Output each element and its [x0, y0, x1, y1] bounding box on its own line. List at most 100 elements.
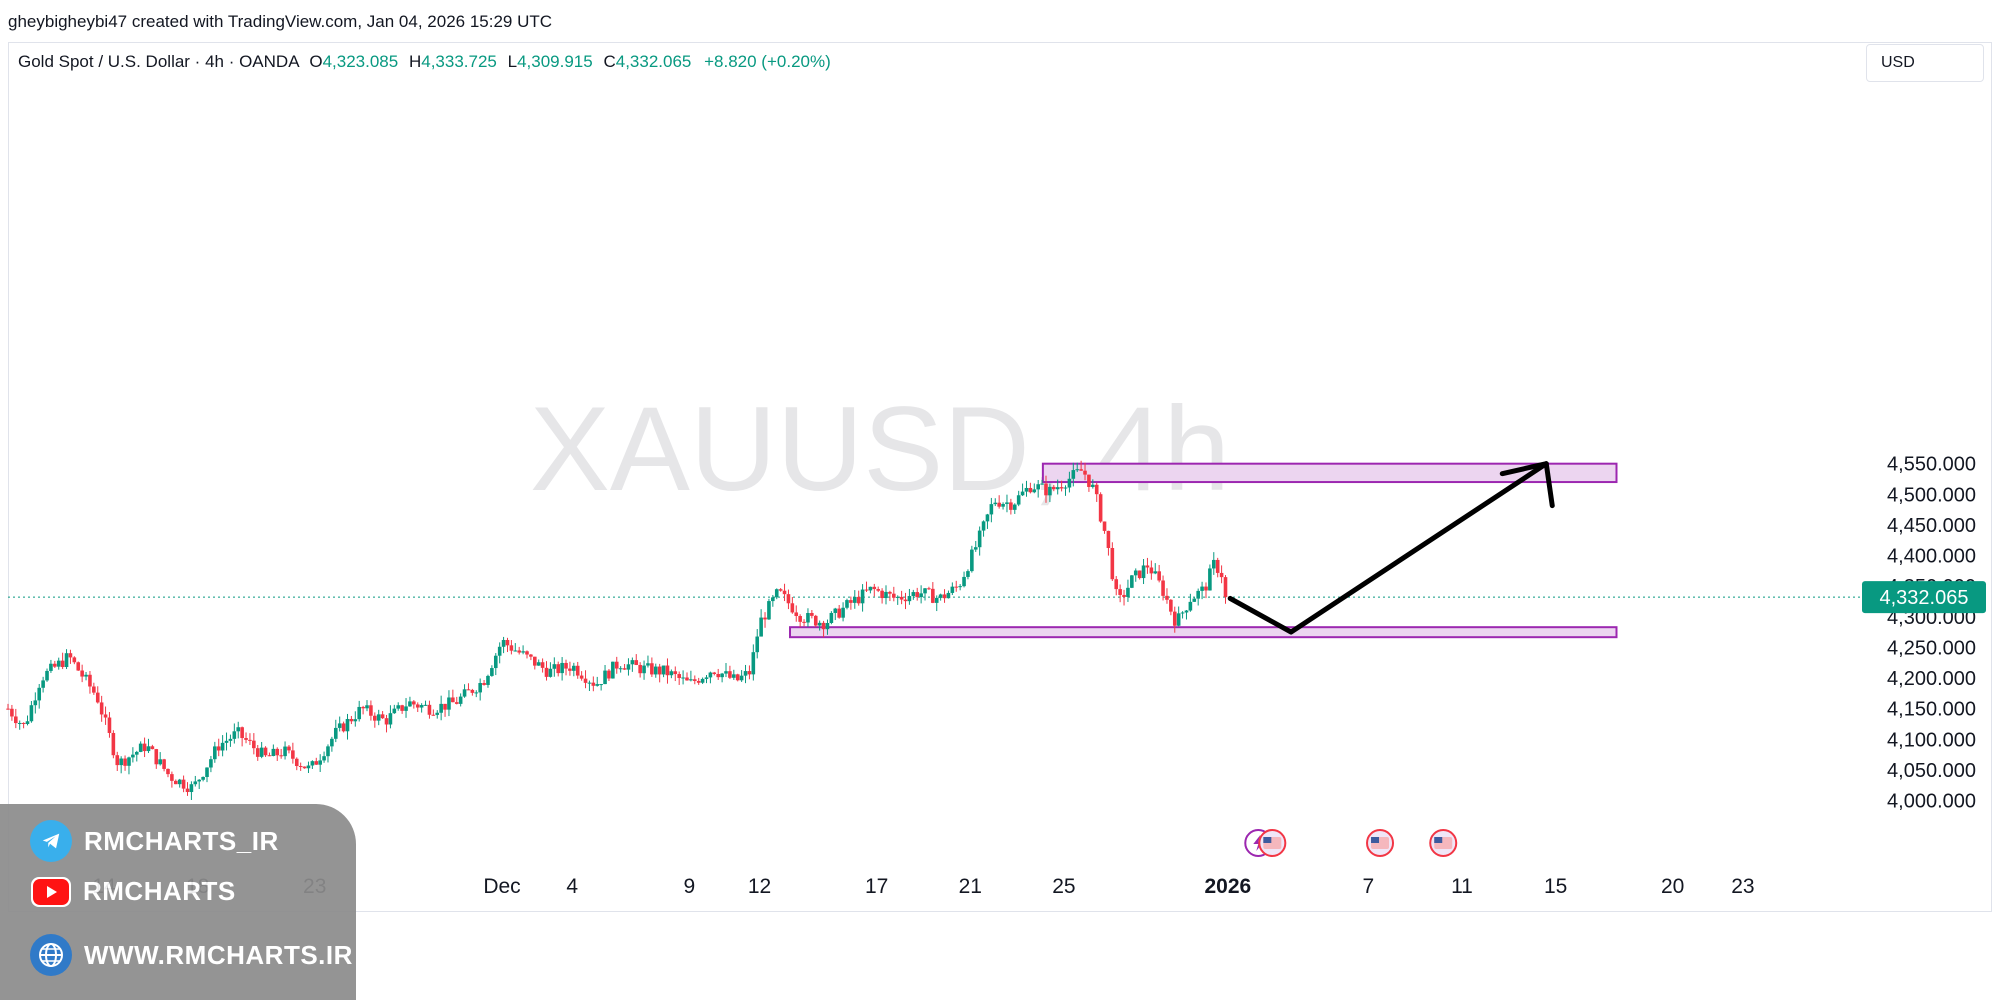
candle-body: [646, 663, 650, 666]
candle: [876, 586, 880, 593]
last-price-label: 4,332.065: [1880, 587, 1969, 609]
candle-body: [497, 646, 502, 656]
candle-body: [220, 742, 225, 751]
currency-button[interactable]: USD: [1866, 44, 1984, 82]
candle-body: [880, 590, 884, 599]
x-tick-label: 25: [1052, 875, 1075, 898]
candle-body: [509, 645, 514, 651]
candle: [771, 594, 775, 607]
candle: [134, 750, 139, 762]
candle-body: [41, 680, 45, 688]
x-tick-label: Dec: [483, 875, 520, 898]
candle-body: [689, 679, 693, 681]
candle: [540, 658, 545, 673]
candle-body: [665, 665, 670, 676]
candle: [1161, 575, 1165, 601]
candle-body: [326, 746, 330, 757]
candle: [470, 688, 475, 696]
candle-body: [1126, 587, 1130, 597]
candle: [142, 737, 147, 758]
youtube-row[interactable]: RMCHARTS: [30, 876, 236, 907]
candle-body: [134, 751, 139, 755]
candle-body: [782, 590, 787, 595]
candle: [810, 609, 814, 619]
candle-body: [177, 779, 182, 785]
candle-body: [595, 684, 600, 686]
candle: [852, 590, 857, 609]
x-tick-label: 17: [865, 875, 888, 898]
candle-body: [205, 767, 209, 777]
candle: [642, 660, 646, 680]
candle: [486, 674, 490, 688]
candle: [849, 596, 853, 610]
candle-body: [1091, 484, 1095, 487]
candle: [353, 711, 358, 727]
candle: [657, 663, 662, 683]
candle-body: [466, 689, 471, 691]
candle-body: [774, 589, 779, 598]
candle-body: [1005, 502, 1009, 504]
candle-body: [1009, 502, 1013, 510]
candle: [439, 695, 443, 721]
y-tick-label: 4,400.000: [1887, 546, 1976, 568]
candle-body: [845, 600, 849, 608]
candle-body: [802, 621, 806, 623]
candle-body: [626, 664, 631, 670]
candle: [552, 657, 557, 677]
symbol-label[interactable]: Gold Spot / U.S. Dollar · 4h · OANDA: [18, 52, 299, 71]
candle-body: [138, 743, 143, 752]
candle: [318, 754, 322, 772]
candle: [817, 620, 822, 631]
candle: [938, 593, 943, 601]
candle-body: [1172, 611, 1177, 626]
candle-body: [493, 655, 498, 669]
candle-body: [829, 612, 834, 623]
candle-body: [778, 589, 783, 591]
candle-body: [790, 603, 795, 613]
candle: [888, 590, 892, 602]
candle: [1009, 498, 1013, 515]
candle: [419, 703, 424, 713]
candle: [1137, 570, 1142, 580]
website-row[interactable]: WWW.RMCHARTS.IR: [30, 934, 353, 976]
candle-body: [739, 675, 744, 681]
candle-body: [1200, 586, 1204, 591]
candle-body: [318, 760, 322, 765]
candle: [408, 696, 412, 707]
candle-body: [704, 677, 709, 679]
youtube-icon: [31, 876, 71, 907]
candle: [326, 744, 330, 763]
candle: [193, 775, 198, 787]
candle: [970, 545, 974, 573]
x-tick-label: 23: [1731, 875, 1754, 898]
candle-body: [60, 660, 65, 668]
candle-body: [349, 718, 354, 722]
candle-body: [1071, 470, 1076, 479]
candle-body: [1161, 580, 1165, 596]
telegram-row[interactable]: RMCHARTS_IR: [30, 820, 279, 862]
candle-body: [56, 660, 61, 667]
candle-body: [314, 761, 319, 765]
candle: [653, 663, 658, 678]
candle-body: [720, 673, 724, 678]
candle: [29, 701, 34, 723]
candle: [954, 580, 959, 592]
candle-body: [872, 586, 877, 590]
candle-body: [216, 746, 221, 751]
candle: [1067, 471, 1072, 493]
candle: [681, 670, 685, 685]
candle-body: [25, 721, 30, 725]
candle: [302, 766, 307, 769]
candle: [1036, 480, 1040, 498]
candle-body: [903, 599, 908, 602]
candle-body: [942, 594, 947, 599]
candle: [76, 661, 81, 671]
candle: [782, 583, 787, 602]
candle-body: [700, 678, 705, 683]
candle: [1211, 552, 1216, 575]
event-icon: [1366, 829, 1395, 857]
candle: [669, 669, 674, 679]
candle: [1215, 557, 1220, 578]
candle: [431, 709, 436, 716]
